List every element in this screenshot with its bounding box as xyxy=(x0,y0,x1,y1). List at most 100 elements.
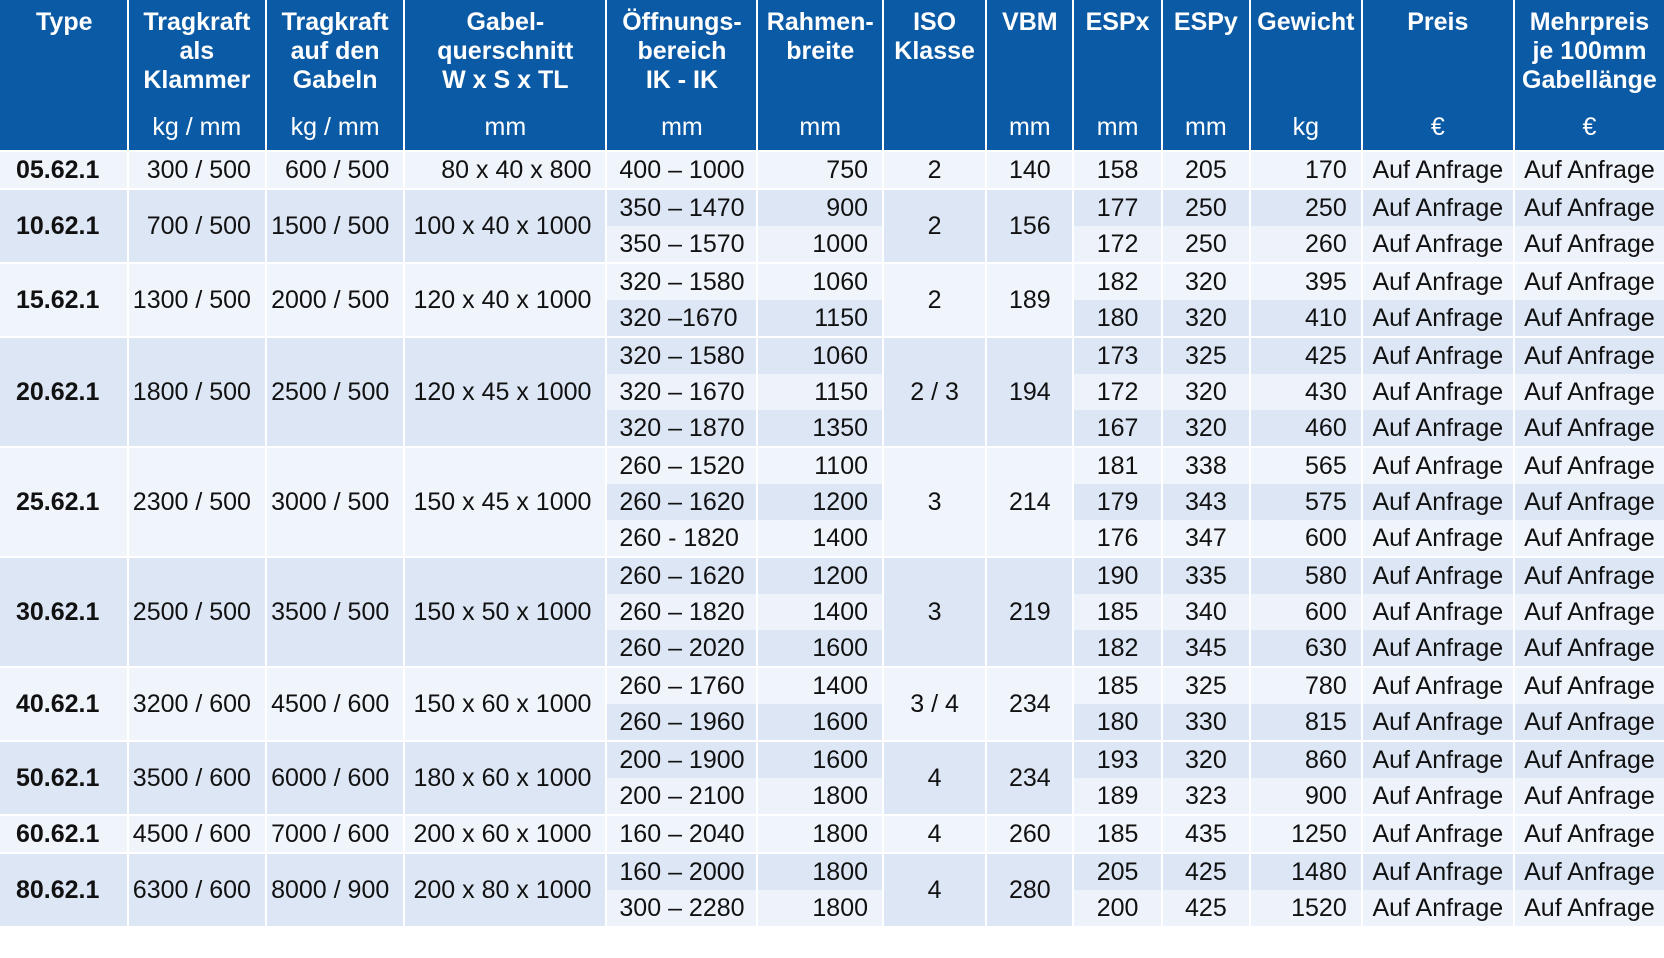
header-line: Gewicht xyxy=(1257,8,1355,36)
tragkraft-gabeln-cell: 6000 / 600 xyxy=(265,740,406,815)
oeffnungsbereich-cell: 160 – 2040 xyxy=(606,814,759,853)
rahmenbreite-cell: 1150 xyxy=(757,300,885,337)
gewicht-cell: 1480 xyxy=(1250,852,1363,890)
preis-cell: Auf Anfrage xyxy=(1361,226,1515,263)
oeffnungsbereich-cell: 260 – 1620 xyxy=(606,484,759,520)
type-cell: 15.62.1 xyxy=(0,262,129,337)
espx-cell: 180 xyxy=(1073,704,1163,741)
rahmenbreite-cell: 1350 xyxy=(757,410,885,447)
mehrpreis-cell: Auf Anfrage xyxy=(1513,262,1664,300)
gewicht-cell: 565 xyxy=(1250,446,1363,484)
header-line: Tragkraft xyxy=(143,8,251,36)
tragkraft-klammer-cell: 2300 / 500 xyxy=(127,446,267,557)
vbm-cell: 156 xyxy=(986,188,1075,263)
espx-cell: 179 xyxy=(1073,484,1163,520)
espy-cell: 320 xyxy=(1161,262,1252,300)
espy-cell: 345 xyxy=(1161,630,1252,667)
table-row: 30.62.1 2500 / 500 3500 / 500 150 x 50 x 10… xyxy=(0,556,1664,667)
espy-cell: 343 xyxy=(1161,484,1252,520)
rahmenbreite-cell: 1200 xyxy=(757,484,885,520)
tragkraft-gabeln-cell: 2000 / 500 xyxy=(265,262,406,337)
preis-cell: Auf Anfrage xyxy=(1361,520,1515,557)
oeffnungsbereich-cell: 400 – 1000 xyxy=(606,150,759,189)
rahmenbreite-cell: 1000 xyxy=(757,226,885,263)
table-row: 25.62.1 2300 / 500 3000 / 500 150 x 45 x 10… xyxy=(0,446,1664,557)
header-line: ISO xyxy=(913,8,957,36)
tragkraft-gabeln-cell: 1500 / 500 xyxy=(265,188,406,263)
espy-cell: 250 xyxy=(1161,188,1252,226)
rahmenbreite-cell: 750 xyxy=(757,150,885,189)
preis-cell: Auf Anfrage xyxy=(1361,814,1515,853)
oeffnungsbereich-cell: 200 – 1900 xyxy=(606,740,759,778)
type-cell: 40.62.1 xyxy=(0,666,129,741)
oeffnungsbereich-cell: 320 – 1580 xyxy=(606,262,759,300)
espy-cell: 347 xyxy=(1161,520,1252,557)
header-line: W x S x TL xyxy=(442,66,569,94)
preis-cell: Auf Anfrage xyxy=(1361,890,1515,926)
preis-cell: Auf Anfrage xyxy=(1361,484,1515,520)
oeffnungsbereich-cell: 260 – 1960 xyxy=(606,704,759,741)
table-row: 260 - 1820 1400 176 347 600 Auf Anfrage Auf An… xyxy=(0,520,1664,557)
table-row: 20.62.1 1800 / 500 2500 / 500 120 x 45 x 10… xyxy=(0,336,1664,447)
espx-cell: 158 xyxy=(1073,150,1163,189)
preis-cell: Auf Anfrage xyxy=(1361,594,1515,630)
tragkraft-gabeln-cell: 2500 / 500 xyxy=(265,336,406,447)
gewicht-cell: 900 xyxy=(1250,778,1363,815)
espy-cell: 320 xyxy=(1161,410,1252,447)
espy-cell: 435 xyxy=(1161,814,1252,853)
rahmenbreite-cell: 1150 xyxy=(757,374,885,410)
table-row: 50.62.1 3500 / 600 6000 / 600 180 x 60 x 10… xyxy=(0,740,1664,815)
table-row: 320 – 1870 1350 167 320 460 Auf Anfrage Auf An… xyxy=(0,410,1664,447)
header-line: Rahmen- xyxy=(766,8,874,36)
type-cell: 60.62.1 xyxy=(0,814,129,853)
mehrpreis-cell: Auf Anfrage xyxy=(1513,704,1664,741)
table-row: 05.62.1 300 / 500 600 / 500 80 x 40 x 800 40… xyxy=(0,150,1664,189)
espy-cell: 250 xyxy=(1161,226,1252,263)
type-cell: 10.62.1 xyxy=(0,188,129,263)
header-line: VBM xyxy=(1002,8,1058,36)
mehrpreis-cell: Auf Anfrage xyxy=(1513,890,1664,926)
mehrpreis-cell: Auf Anfrage xyxy=(1513,336,1664,374)
oeffnungsbereich-cell: 320 – 1870 xyxy=(606,410,759,447)
oeffnungsbereich-cell: 300 – 2280 xyxy=(606,890,759,926)
vbm-cell: 214 xyxy=(986,446,1075,557)
table-row: 15.62.1 1300 / 500 2000 / 500 120 x 40 x 10… xyxy=(0,262,1664,337)
espx-cell: 205 xyxy=(1073,852,1163,890)
espx-cell: 193 xyxy=(1073,740,1163,778)
mehrpreis-cell: Auf Anfrage xyxy=(1513,666,1664,704)
oeffnungsbereich-cell: 350 – 1570 xyxy=(606,226,759,263)
tragkraft-klammer-cell: 300 / 500 xyxy=(127,150,267,189)
header-gewicht: Gewicht kg xyxy=(1250,0,1363,151)
oeffnungsbereich-cell: 260 – 1820 xyxy=(606,594,759,630)
rahmenbreite-cell: 1800 xyxy=(757,814,885,853)
gewicht-cell: 260 xyxy=(1250,226,1363,263)
header-line: je 100mm xyxy=(1532,37,1647,65)
table-row: 260 – 2020 1600 182 345 630 Auf Anfrage Auf An… xyxy=(0,630,1664,667)
header-line: Öffnungs- xyxy=(622,8,742,36)
preis-cell: Auf Anfrage xyxy=(1361,336,1515,374)
table-body: 05.62.1 300 / 500 600 / 500 80 x 40 x 800 40… xyxy=(0,150,1664,926)
iso-klasse-cell: 3 / 4 xyxy=(883,666,988,741)
preis-cell: Auf Anfrage xyxy=(1361,374,1515,410)
header-line: ESPy xyxy=(1173,8,1238,36)
oeffnungsbereich-cell: 320 – 1670 xyxy=(606,374,759,410)
tragkraft-klammer-cell: 6300 / 600 xyxy=(127,852,267,926)
type-cell: 50.62.1 xyxy=(0,740,129,815)
tragkraft-klammer-cell: 3500 / 600 xyxy=(127,740,267,815)
iso-klasse-cell: 3 xyxy=(883,446,988,557)
espy-cell: 425 xyxy=(1161,890,1252,926)
espx-cell: 200 xyxy=(1073,890,1163,926)
gewicht-cell: 580 xyxy=(1250,556,1363,594)
gewicht-cell: 600 xyxy=(1250,520,1363,557)
header-rahmenbreite: Rahmen-breite mm xyxy=(757,0,885,151)
oeffnungsbereich-cell: 260 – 2020 xyxy=(606,630,759,667)
oeffnungsbereich-cell: 160 – 2000 xyxy=(606,852,759,890)
mehrpreis-cell: Auf Anfrage xyxy=(1513,446,1664,484)
gewicht-cell: 860 xyxy=(1250,740,1363,778)
header-line: Gabeln xyxy=(292,66,378,94)
iso-klasse-cell: 4 xyxy=(883,852,988,926)
espx-cell: 172 xyxy=(1073,226,1163,263)
table-row: 260 – 1960 1600 180 330 815 Auf Anfrage Auf An… xyxy=(0,704,1664,741)
preis-cell: Auf Anfrage xyxy=(1361,666,1515,704)
oeffnungsbereich-cell: 260 – 1760 xyxy=(606,666,759,704)
